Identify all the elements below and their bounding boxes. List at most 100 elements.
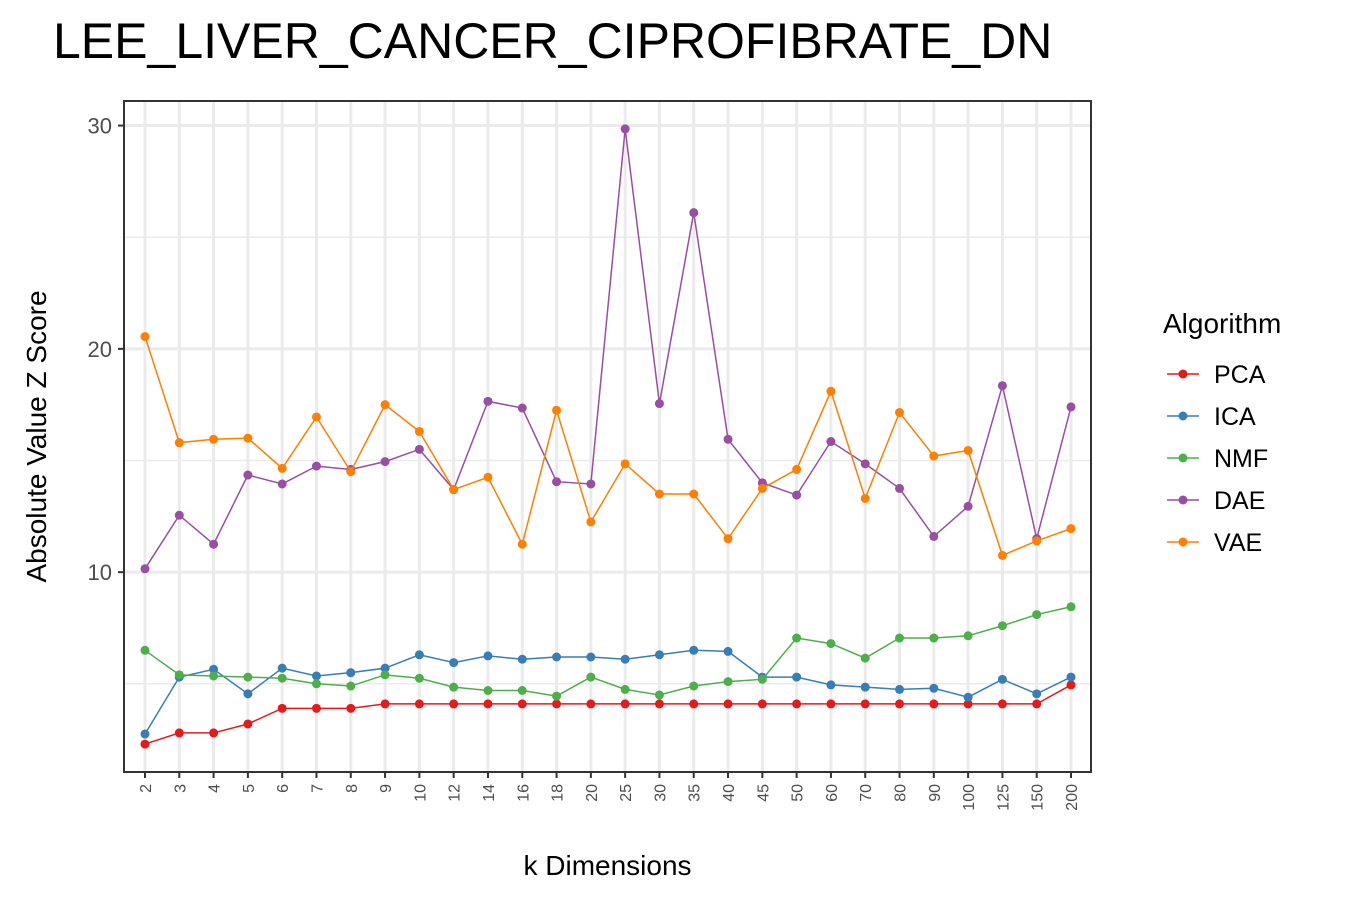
- data-point-pca: [483, 699, 493, 709]
- panel-border: [123, 100, 1092, 773]
- data-point-pca: [1066, 680, 1076, 690]
- legend-label: NMF: [1214, 445, 1268, 473]
- data-point-ica: [1032, 689, 1042, 699]
- data-point-vae: [414, 426, 424, 436]
- data-point-dae: [860, 459, 870, 469]
- data-point-ica: [895, 684, 905, 694]
- data-point-nmf: [757, 674, 767, 684]
- data-point-pca: [311, 703, 321, 713]
- x-tick-label: 70: [858, 784, 875, 802]
- data-point-pca: [586, 699, 596, 709]
- x-tick-label: 150: [1030, 784, 1047, 811]
- data-point-vae: [997, 550, 1007, 560]
- data-point-ica: [517, 654, 527, 664]
- data-point-nmf: [449, 682, 459, 692]
- x-tick-label: 10: [412, 784, 429, 802]
- data-point-nmf: [243, 672, 253, 682]
- data-point-ica: [552, 652, 562, 662]
- data-point-dae: [1066, 402, 1076, 412]
- data-point-ica: [449, 658, 459, 668]
- data-point-ica: [414, 650, 424, 660]
- legend-key-point: [1178, 537, 1188, 547]
- data-point-pca: [517, 699, 527, 709]
- data-point-nmf: [277, 673, 287, 683]
- data-point-pca: [654, 699, 664, 709]
- data-point-nmf: [895, 633, 905, 643]
- data-point-ica: [792, 672, 802, 682]
- data-point-nmf: [346, 681, 356, 691]
- chart-title: LEE_LIVER_CANCER_CIPROFIBRATE_DN: [53, 13, 1053, 69]
- legend-label: PCA: [1214, 361, 1266, 389]
- data-point-dae: [586, 479, 596, 489]
- x-tick-label: 6: [275, 784, 292, 793]
- data-point-ica: [654, 650, 664, 660]
- x-tick-label: 200: [1064, 784, 1081, 811]
- data-point-vae: [552, 405, 562, 415]
- data-point-dae: [380, 457, 390, 467]
- data-point-ica: [346, 668, 356, 678]
- data-point-dae: [243, 470, 253, 480]
- data-point-vae: [860, 493, 870, 503]
- data-point-nmf: [552, 691, 562, 701]
- data-point-dae: [174, 510, 184, 520]
- series-pca: [140, 680, 1076, 749]
- x-tick-label: 20: [584, 784, 601, 802]
- data-point-ica: [380, 663, 390, 673]
- data-point-ica: [929, 683, 939, 693]
- data-point-nmf: [654, 690, 664, 700]
- data-point-vae: [792, 464, 802, 474]
- data-point-nmf: [311, 679, 321, 689]
- data-point-dae: [552, 477, 562, 487]
- y-tick-label: 10: [88, 560, 112, 585]
- data-point-ica: [140, 729, 150, 739]
- data-point-dae: [517, 403, 527, 413]
- legend-key-point: [1178, 411, 1188, 421]
- series-layer: [140, 124, 1076, 749]
- data-point-pca: [552, 699, 562, 709]
- data-point-ica: [243, 689, 253, 699]
- legend: Algorithm PCA ICA NMF DAE VAE: [1163, 308, 1281, 557]
- legend-item-dae: DAE: [1167, 487, 1265, 515]
- x-axis-title: k Dimensions: [523, 850, 691, 881]
- data-point-pca: [723, 699, 733, 709]
- data-point-pca: [414, 699, 424, 709]
- data-point-pca: [243, 719, 253, 729]
- data-point-dae: [311, 461, 321, 471]
- data-point-ica: [620, 654, 630, 664]
- data-point-pca: [757, 699, 767, 709]
- data-point-nmf: [620, 684, 630, 694]
- data-point-dae: [826, 437, 836, 447]
- data-point-nmf: [860, 653, 870, 663]
- x-tick-label: 14: [481, 784, 498, 802]
- data-point-ica: [689, 645, 699, 655]
- x-tick-label: 60: [824, 784, 841, 802]
- legend-label: DAE: [1214, 487, 1265, 515]
- data-point-nmf: [517, 685, 527, 695]
- series-ica: [140, 645, 1076, 739]
- series-line-pca: [144, 684, 1072, 745]
- data-point-vae: [929, 451, 939, 461]
- data-point-dae: [963, 501, 973, 511]
- data-point-vae: [826, 386, 836, 396]
- data-point-dae: [620, 124, 630, 134]
- series-line-ica: [144, 649, 1072, 735]
- data-point-ica: [826, 680, 836, 690]
- data-point-vae: [723, 534, 733, 544]
- legend-key-point: [1178, 369, 1188, 379]
- data-point-dae: [689, 208, 699, 218]
- data-point-ica: [997, 674, 1007, 684]
- series-vae: [140, 332, 1076, 560]
- x-tick-label: 4: [207, 784, 224, 793]
- data-point-pca: [792, 699, 802, 709]
- data-point-ica: [311, 671, 321, 681]
- data-point-vae: [140, 332, 150, 342]
- data-point-pca: [449, 699, 459, 709]
- data-point-dae: [792, 490, 802, 500]
- data-point-nmf: [689, 681, 699, 691]
- data-point-nmf: [380, 670, 390, 680]
- data-point-nmf: [1066, 602, 1076, 612]
- data-point-vae: [654, 489, 664, 499]
- y-axis-title: Absolute Value Z Score: [21, 290, 52, 582]
- data-point-pca: [895, 699, 905, 709]
